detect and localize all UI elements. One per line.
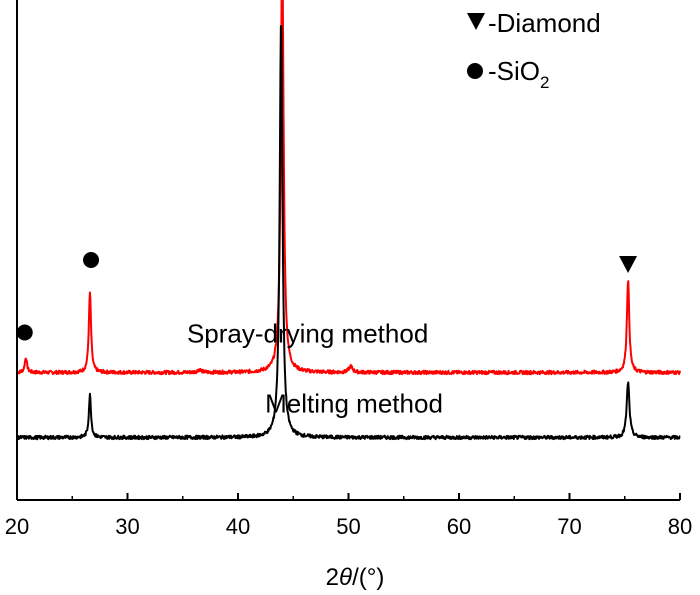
series-line [16, 25, 681, 441]
legend-item-sio2: -SiO2 [467, 56, 549, 92]
annotations: Spray-drying method Melting method [187, 319, 443, 419]
x-tick-label: 70 [557, 514, 581, 539]
label-spray: Spray-drying method [187, 319, 428, 349]
legend-sio2-subscript: 2 [540, 73, 549, 92]
legend-sio2-prefix: -SiO [488, 56, 540, 86]
marker-sio2-21 [16, 324, 33, 341]
label-melt: Melting method [265, 389, 443, 419]
peak-markers [16, 252, 638, 341]
series-line [16, 0, 681, 376]
legend-diamond-marker [467, 13, 485, 30]
x-axis-title-prefix: 2 [326, 564, 339, 591]
legend: -Diamond -SiO2 [467, 8, 601, 92]
x-axis-title: 2θ/(°) [326, 564, 385, 591]
legend-sio2-label: -SiO2 [488, 56, 549, 92]
x-tick-label: 80 [668, 514, 692, 539]
legend-sio2-marker [467, 63, 483, 79]
legend-diamond-label: -Diamond [488, 8, 601, 38]
x-tick-label: 40 [226, 514, 250, 539]
x-tick-label: 20 [5, 514, 29, 539]
series-layer [16, 0, 681, 441]
axes [16, 0, 680, 501]
x-ticks: 20 30 40 50 60 70 80 [5, 493, 692, 539]
legend-item-diamond: -Diamond [467, 8, 601, 38]
marker-diamond-75 [619, 256, 638, 273]
x-axis-title-suffix: /(°) [352, 564, 384, 591]
x-tick-label: 30 [115, 514, 139, 539]
x-tick-label: 60 [447, 514, 471, 539]
marker-sio2-26 [83, 252, 100, 268]
x-tick-label: 50 [336, 514, 360, 539]
x-axis-title-theta: θ [339, 564, 352, 591]
